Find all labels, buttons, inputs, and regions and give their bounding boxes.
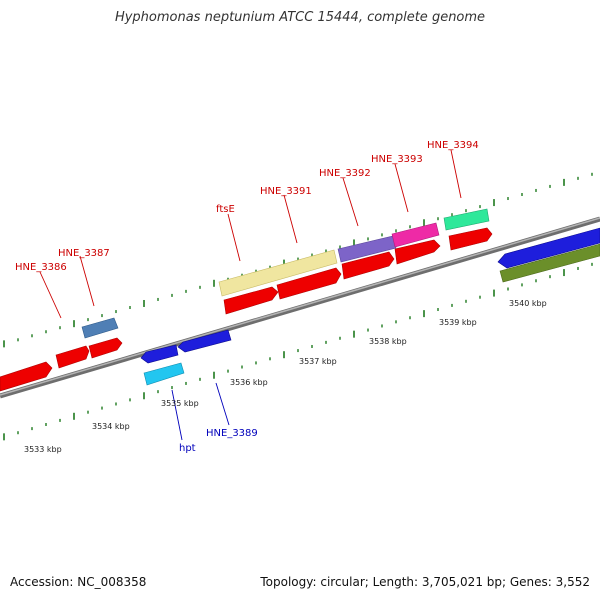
gene-feature-ftse-outer[interactable] <box>218 249 338 297</box>
gene-label-hne3391[interactable]: HNE_3391 <box>260 186 312 197</box>
accession-label: Accession: NC_008358 <box>10 575 147 589</box>
gene-label-hne3393[interactable]: HNE_3393 <box>371 154 423 165</box>
gene-label-hne3387[interactable]: HNE_3387 <box>58 248 110 259</box>
gene-feature-hne3393-outer[interactable] <box>391 222 440 248</box>
scale-label-3534: 3534 kbp <box>92 422 130 431</box>
scale-label-3539: 3539 kbp <box>439 318 477 327</box>
gene-feature-hne3396[interactable] <box>499 243 600 283</box>
gene-feature-hne3387[interactable] <box>88 337 123 359</box>
forward-tick-track <box>3 172 593 348</box>
reverse-label-leaders <box>171 382 230 441</box>
gene-label-hpt[interactable]: hpt <box>179 443 196 454</box>
scale-label-3533: 3533 kbp <box>24 445 62 454</box>
gene-feature-hne3393[interactable] <box>394 239 441 265</box>
gene-feature-hne3395[interactable] <box>497 227 600 269</box>
gene-feature-hne3391[interactable] <box>276 267 342 300</box>
gene-feature-hne3387-outer[interactable] <box>81 317 119 339</box>
scale-label-3540: 3540 kbp <box>509 299 547 308</box>
topology-label: Topology: circular; Length: 3,705,021 bp… <box>260 575 590 589</box>
gene-feature-hne3391-outer[interactable] <box>337 235 397 263</box>
gene-feature-hne3394-outer[interactable] <box>443 208 490 231</box>
gene-feature-hne3386[interactable] <box>55 345 90 369</box>
gene-feature-hpt[interactable] <box>143 362 185 386</box>
gene-label-hne3392[interactable]: HNE_3392 <box>319 168 371 179</box>
gene-label-ftse[interactable]: ftsE <box>216 204 235 215</box>
gene-label-hne3389[interactable]: HNE_3389 <box>206 428 258 439</box>
gene-feature-hne3389[interactable] <box>177 329 232 353</box>
forward-label-leaders <box>39 149 462 319</box>
gene-feature-hne3385[interactable] <box>0 361 53 392</box>
scale-label-3535: 3535 kbp <box>161 399 199 408</box>
scale-label-3537: 3537 kbp <box>299 357 337 366</box>
reverse-tick-track <box>3 262 593 441</box>
genome-backbone <box>0 216 600 399</box>
gene-label-hne3386[interactable]: HNE_3386 <box>15 262 67 273</box>
scale-label-3538: 3538 kbp <box>369 337 407 346</box>
scale-label-3536: 3536 kbp <box>230 378 268 387</box>
gene-feature-hne3388[interactable] <box>140 344 179 364</box>
map-title: Hyphomonas neptunium ATCC 15444, complet… <box>114 10 486 25</box>
gene-feature-hne3392[interactable] <box>341 251 395 280</box>
gene-label-hne3394[interactable]: HNE_3394 <box>427 140 479 151</box>
gene-feature-hne3394[interactable] <box>448 227 493 251</box>
gene-feature-ftse[interactable] <box>223 286 279 315</box>
